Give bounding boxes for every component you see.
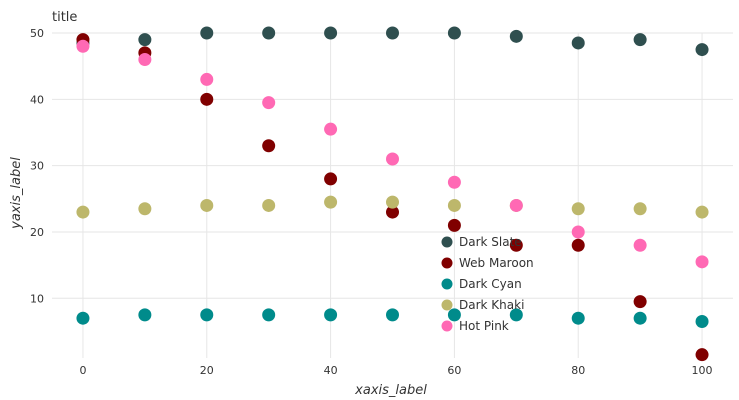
series-hot-pink	[76, 39, 709, 269]
y-tick-label: 20	[30, 226, 44, 239]
legend-item: Dark Khaki	[441, 298, 524, 312]
data-point	[76, 311, 90, 325]
data-point	[200, 92, 214, 106]
data-point	[571, 311, 585, 325]
data-point	[695, 43, 709, 57]
legend-item: Dark Slate	[441, 235, 522, 249]
data-point	[695, 205, 709, 219]
data-point	[262, 96, 276, 110]
data-point	[386, 26, 399, 40]
legend-marker	[441, 299, 453, 311]
legend-label: Web Maroon	[459, 256, 534, 270]
data-point	[262, 139, 276, 153]
data-point	[76, 39, 90, 53]
data-point	[447, 26, 461, 40]
legend-label: Hot Pink	[459, 319, 509, 333]
data-point	[509, 198, 523, 212]
data-point	[200, 308, 214, 322]
y-tick-label: 50	[30, 27, 44, 40]
data-point	[633, 33, 647, 47]
x-tick-label: 100	[692, 364, 713, 377]
x-tick-labels: 0 20 40 60 80 100	[79, 364, 712, 377]
legend-marker	[441, 320, 453, 332]
data-point	[262, 26, 276, 40]
data-point	[509, 29, 523, 43]
data-point	[76, 205, 90, 219]
data-point	[324, 172, 338, 186]
chart-title: title	[52, 10, 77, 25]
legend-marker	[441, 236, 453, 248]
data-point	[324, 122, 338, 136]
data-point	[633, 295, 647, 309]
legend-marker	[441, 278, 453, 290]
data-points	[76, 26, 709, 362]
legend-item: Web Maroon	[441, 256, 534, 270]
data-point	[695, 348, 709, 362]
data-point	[200, 26, 214, 40]
data-point	[447, 175, 461, 189]
data-point	[324, 26, 338, 40]
data-point	[695, 255, 709, 269]
data-point	[447, 308, 461, 322]
data-point	[138, 53, 152, 67]
data-point	[509, 308, 523, 322]
data-point	[695, 315, 709, 329]
legend-item: Dark Cyan	[441, 277, 522, 291]
data-point	[447, 218, 461, 232]
data-point	[633, 311, 647, 325]
data-point	[571, 238, 585, 252]
data-point	[633, 202, 647, 216]
series-dark-cyan	[76, 308, 709, 329]
data-point	[262, 308, 276, 322]
y-axis-label: yaxis_label	[9, 157, 24, 230]
data-point	[633, 238, 647, 252]
data-point	[571, 202, 585, 216]
data-point	[386, 205, 399, 219]
legend: Dark Slate Web Maroon Dark Cyan Dark Khaki H…	[441, 235, 534, 333]
legend-marker	[441, 257, 453, 269]
x-tick-label: 60	[447, 364, 461, 377]
x-axis-label: xaxis_label	[354, 383, 427, 398]
data-point	[447, 198, 461, 212]
data-point	[138, 202, 152, 216]
data-point	[262, 198, 276, 212]
legend-item: Hot Pink	[441, 319, 509, 333]
y-tick-labels: 10 20 30 40 50	[30, 27, 44, 305]
legend-label: Dark Slate	[459, 235, 522, 249]
x-tick-label: 40	[324, 364, 338, 377]
data-point	[138, 33, 152, 47]
y-tick-label: 10	[30, 292, 44, 305]
data-point	[571, 225, 585, 239]
data-point	[324, 308, 338, 322]
data-point	[386, 195, 399, 209]
data-point	[324, 195, 338, 209]
x-tick-label: 80	[571, 364, 585, 377]
x-tick-label: 20	[200, 364, 214, 377]
x-tick-label: 0	[79, 364, 86, 377]
data-point	[386, 308, 399, 322]
series-dark-slate	[76, 26, 709, 57]
y-tick-label: 30	[30, 160, 44, 173]
data-point	[138, 308, 152, 322]
legend-label: Dark Cyan	[459, 277, 522, 291]
data-point	[386, 152, 399, 166]
data-point	[200, 198, 214, 212]
data-point	[200, 72, 214, 86]
y-tick-label: 40	[30, 93, 44, 106]
data-point	[509, 238, 523, 252]
legend-label: Dark Khaki	[459, 298, 524, 312]
data-point	[571, 36, 585, 50]
